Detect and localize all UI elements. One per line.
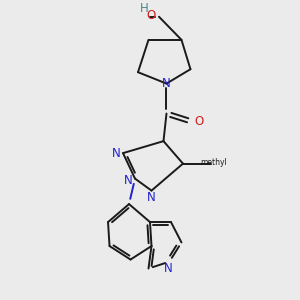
Text: N: N — [164, 262, 172, 275]
Text: N: N — [147, 191, 156, 204]
Text: H: H — [140, 2, 148, 15]
Text: N: N — [124, 174, 133, 187]
Text: N: N — [112, 147, 121, 160]
Text: O: O — [194, 115, 203, 128]
Text: O: O — [146, 9, 155, 22]
Text: methyl: methyl — [200, 158, 227, 167]
Text: N: N — [162, 77, 171, 90]
